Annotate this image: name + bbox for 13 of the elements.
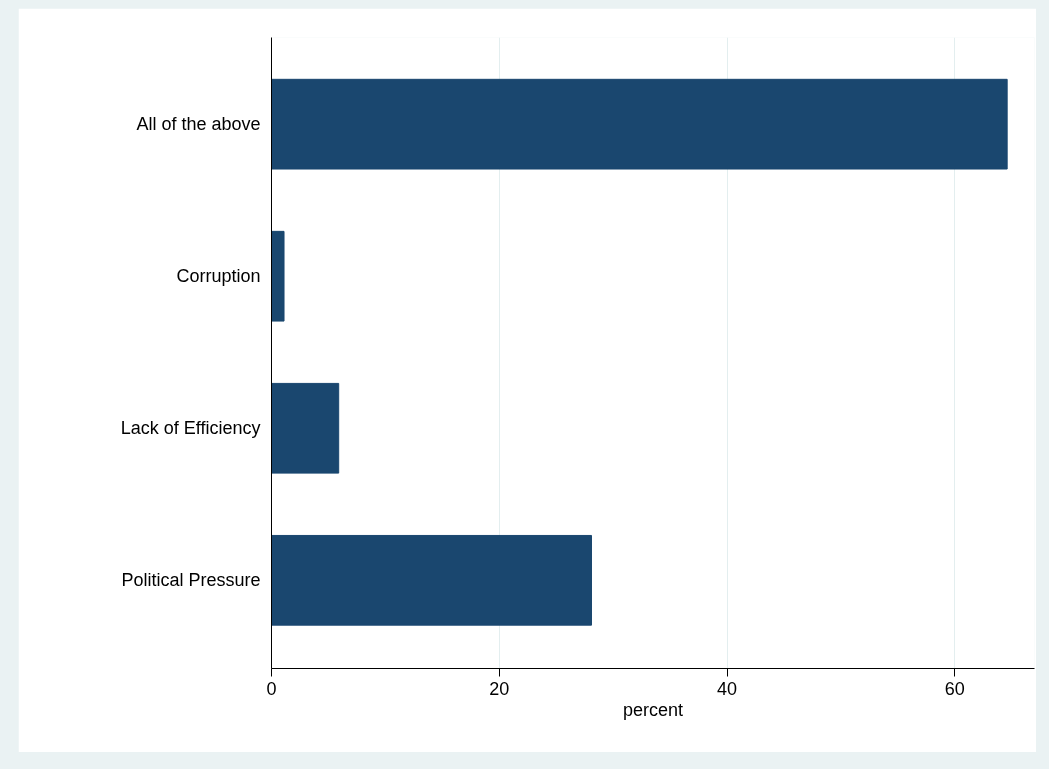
bar [271,534,592,626]
bar [271,382,340,474]
x-axis-title: percent [622,699,684,720]
y-tick-label: Political Pressure [121,570,261,591]
x-tick-label: 0 [266,678,277,699]
y-tick-label: Lack of Efficiency [120,418,261,439]
bar [271,78,1008,170]
x-tick-label: 60 [944,678,965,699]
x-tick-label: 20 [489,678,510,699]
x-tick-label: 40 [717,678,738,699]
y-tick-label: All of the above [136,114,261,135]
bar [271,230,285,322]
y-tick-label: Corruption [176,266,261,287]
